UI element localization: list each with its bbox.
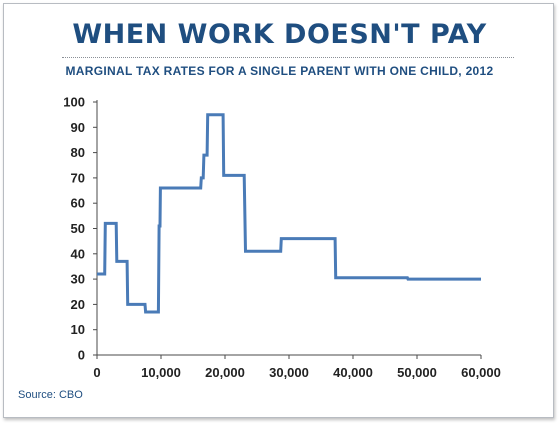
y-tick-label: 80 — [71, 145, 85, 160]
x-tick-label: 10,000 — [141, 365, 181, 380]
x-tick-label: 30,000 — [269, 365, 309, 380]
y-tick-label: 70 — [71, 170, 85, 185]
chart-subtitle: MARGINAL TAX RATES FOR A SINGLE PARENT W… — [65, 64, 494, 78]
chart-title: WHEN WORK DOESN'T PAY — [72, 19, 487, 50]
x-tick-label: 50,000 — [397, 365, 437, 380]
y-tick-label: 20 — [71, 297, 85, 312]
chart-frame — [3, 3, 554, 418]
x-tick-label: 20,000 — [205, 365, 245, 380]
source-note: Source: CBO — [18, 389, 83, 401]
y-tick-label: 10 — [71, 322, 85, 337]
y-tick-label: 50 — [71, 221, 85, 236]
x-tick-label: 0 — [93, 365, 100, 380]
title-divider — [62, 57, 514, 58]
y-tick-label: 30 — [71, 272, 85, 287]
x-tick-label: 60,000 — [461, 365, 501, 380]
y-tick-label: 60 — [71, 196, 85, 211]
y-tick-label: 100 — [63, 95, 85, 110]
x-tick-label: 40,000 — [333, 365, 373, 380]
y-tick-label: 90 — [71, 120, 85, 135]
series-line — [97, 113, 481, 314]
y-tick-label: 40 — [71, 246, 85, 261]
y-tick-label: 0 — [78, 348, 85, 363]
